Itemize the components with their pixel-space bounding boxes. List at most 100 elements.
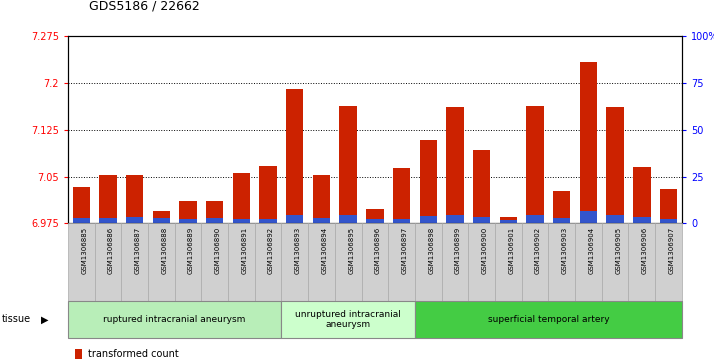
Bar xyxy=(473,150,491,223)
Bar xyxy=(500,220,517,223)
Bar xyxy=(308,223,335,301)
Bar xyxy=(468,223,495,301)
Bar xyxy=(553,218,570,223)
Text: GSM1306896: GSM1306896 xyxy=(375,227,381,274)
Bar xyxy=(633,217,650,223)
Bar xyxy=(94,223,121,301)
Bar xyxy=(553,191,570,223)
Text: ▶: ▶ xyxy=(41,314,49,325)
Bar xyxy=(259,166,277,223)
Bar xyxy=(393,219,411,223)
Text: GSM1306885: GSM1306885 xyxy=(81,227,87,274)
Bar xyxy=(255,223,281,301)
Text: GSM1306894: GSM1306894 xyxy=(321,227,328,274)
Text: GSM1306888: GSM1306888 xyxy=(161,227,167,274)
Bar xyxy=(335,223,361,301)
Text: superficial temporal artery: superficial temporal artery xyxy=(488,315,609,324)
Bar xyxy=(68,223,94,301)
Bar xyxy=(281,223,308,301)
Bar xyxy=(73,187,90,223)
Text: GSM1306889: GSM1306889 xyxy=(188,227,194,274)
Text: GSM1306891: GSM1306891 xyxy=(241,227,247,274)
Bar xyxy=(201,223,228,301)
Bar xyxy=(286,89,303,223)
Bar xyxy=(126,175,144,223)
Bar xyxy=(153,218,170,223)
Text: GSM1306897: GSM1306897 xyxy=(401,227,408,274)
Text: transformed count: transformed count xyxy=(88,349,178,359)
Text: ruptured intracranial aneurysm: ruptured intracranial aneurysm xyxy=(104,315,246,324)
Bar xyxy=(339,215,357,223)
Bar xyxy=(68,301,281,338)
Text: GSM1306903: GSM1306903 xyxy=(562,227,568,274)
Bar xyxy=(660,189,677,223)
Bar xyxy=(602,223,628,301)
Text: GSM1306901: GSM1306901 xyxy=(508,227,514,274)
Bar xyxy=(388,223,415,301)
Text: GSM1306904: GSM1306904 xyxy=(588,227,595,274)
Bar xyxy=(660,219,677,223)
Bar xyxy=(175,223,201,301)
Text: GSM1306892: GSM1306892 xyxy=(268,227,274,274)
Bar xyxy=(420,140,437,223)
Bar xyxy=(73,218,90,223)
Bar xyxy=(473,217,491,223)
Text: unruptured intracranial
aneurysm: unruptured intracranial aneurysm xyxy=(295,310,401,329)
Bar xyxy=(99,175,116,223)
Bar xyxy=(286,215,303,223)
Bar xyxy=(580,62,597,223)
Bar xyxy=(441,223,468,301)
Bar xyxy=(415,301,682,338)
Bar xyxy=(548,223,575,301)
Bar xyxy=(148,223,175,301)
Bar xyxy=(655,223,682,301)
Bar xyxy=(126,217,144,223)
Bar xyxy=(526,215,543,223)
Bar xyxy=(361,223,388,301)
Text: GSM1306907: GSM1306907 xyxy=(668,227,675,274)
Text: tissue: tissue xyxy=(1,314,31,325)
Bar xyxy=(228,223,255,301)
Text: GSM1306900: GSM1306900 xyxy=(482,227,488,274)
Bar xyxy=(580,211,597,223)
Bar xyxy=(606,107,624,223)
Text: GSM1306887: GSM1306887 xyxy=(134,227,141,274)
Text: GSM1306890: GSM1306890 xyxy=(215,227,221,274)
Text: GSM1306898: GSM1306898 xyxy=(428,227,434,274)
Bar xyxy=(259,219,277,223)
Bar xyxy=(420,216,437,223)
Bar xyxy=(206,218,223,223)
Bar xyxy=(179,219,196,223)
Text: GSM1306902: GSM1306902 xyxy=(535,227,541,274)
Bar xyxy=(495,223,522,301)
Bar xyxy=(628,223,655,301)
Bar xyxy=(313,175,330,223)
Bar xyxy=(233,173,250,223)
Bar xyxy=(366,219,383,223)
Bar xyxy=(500,217,517,223)
Text: GSM1306886: GSM1306886 xyxy=(108,227,114,274)
Bar xyxy=(446,107,463,223)
Bar xyxy=(393,168,411,223)
Text: GSM1306899: GSM1306899 xyxy=(455,227,461,274)
Text: GSM1306895: GSM1306895 xyxy=(348,227,354,274)
Bar xyxy=(446,215,463,223)
Bar xyxy=(99,218,116,223)
Bar xyxy=(121,223,148,301)
Bar xyxy=(522,223,548,301)
Bar xyxy=(313,218,330,223)
Bar xyxy=(281,301,415,338)
Bar xyxy=(153,211,170,223)
Bar xyxy=(366,209,383,223)
Bar xyxy=(526,106,543,223)
Bar xyxy=(606,215,624,223)
Text: GDS5186 / 22662: GDS5186 / 22662 xyxy=(89,0,200,13)
Text: GSM1306906: GSM1306906 xyxy=(642,227,648,274)
Bar xyxy=(633,167,650,223)
Text: GSM1306905: GSM1306905 xyxy=(615,227,621,274)
Bar xyxy=(233,219,250,223)
Text: GSM1306893: GSM1306893 xyxy=(295,227,301,274)
Bar xyxy=(339,106,357,223)
Bar xyxy=(206,201,223,223)
Bar xyxy=(179,201,196,223)
